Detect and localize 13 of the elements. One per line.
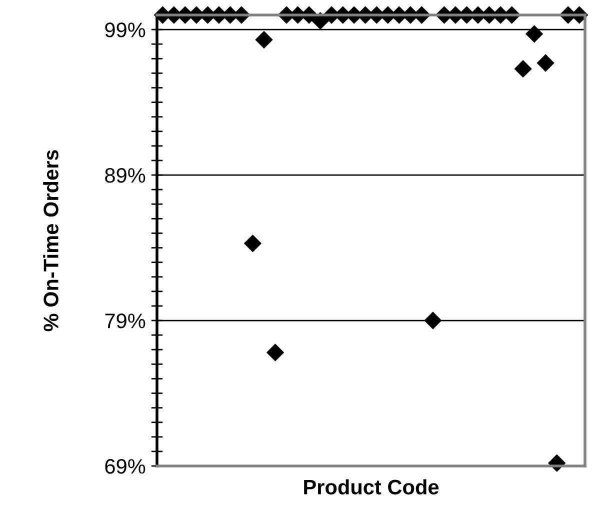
point <box>266 344 284 362</box>
y-axis-title: % On-Time Orders <box>43 150 58 332</box>
point <box>424 312 442 330</box>
point <box>526 25 543 42</box>
point <box>514 60 532 78</box>
point <box>244 234 262 252</box>
y-tick-label: 69% <box>105 459 146 474</box>
point <box>255 31 273 48</box>
x-axis-title: Product Code <box>304 479 439 494</box>
y-tick-label: 89% <box>105 168 146 183</box>
y-tick-label: 99% <box>105 22 146 38</box>
y-tick-label: 79% <box>105 314 146 328</box>
point <box>537 54 554 72</box>
